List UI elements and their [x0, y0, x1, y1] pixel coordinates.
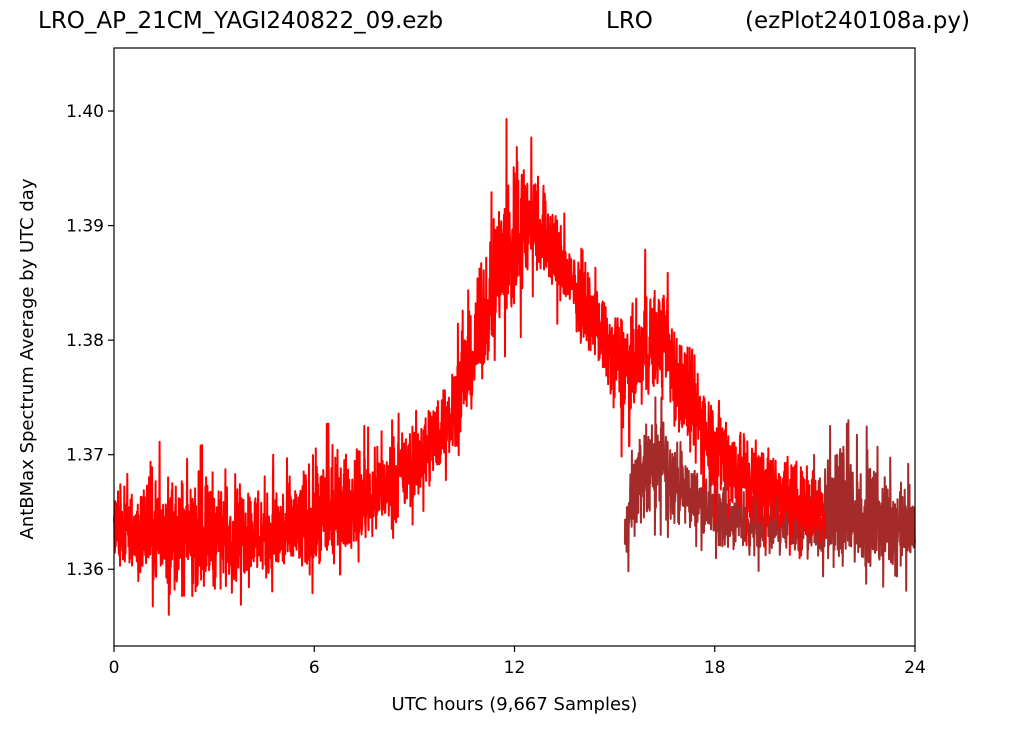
- y-axis-label: AntBMax Spectrum Average by UTC day: [17, 178, 38, 540]
- y-tick-label: 1.38: [66, 331, 104, 351]
- chart-title-site: LRO: [606, 8, 653, 34]
- x-ticks: 0 6 12 18 24: [109, 646, 926, 678]
- y-ticks: 1.36 1.37 1.38 1.39 1.40: [66, 102, 114, 580]
- y-tick-label: 1.36: [66, 560, 104, 580]
- series-layer: [113, 118, 916, 616]
- chart-title-filename: LRO_AP_21CM_YAGI240822_09.ezb: [38, 8, 444, 34]
- x-tick-label: 0: [109, 658, 120, 678]
- y-tick-label: 1.40: [66, 102, 104, 122]
- series-line-1: [113, 118, 826, 616]
- x-tick-label: 24: [904, 658, 926, 678]
- x-tick-label: 18: [704, 658, 726, 678]
- y-tick-label: 1.39: [66, 217, 104, 237]
- series-line-0: [623, 396, 916, 592]
- chart-title-script: (ezPlot240108a.py): [745, 8, 970, 34]
- x-tick-label: 12: [504, 658, 526, 678]
- x-tick-label: 6: [309, 658, 320, 678]
- y-tick-label: 1.37: [66, 446, 104, 466]
- x-axis-label: UTC hours (9,667 Samples): [391, 694, 638, 715]
